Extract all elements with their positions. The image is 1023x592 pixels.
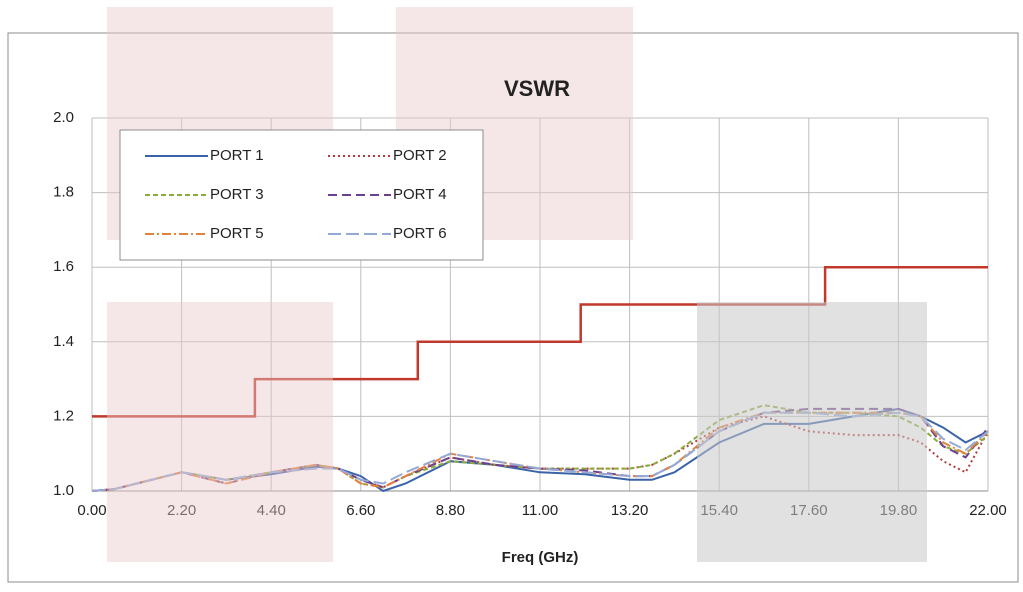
legend-label: PORT 5 (210, 225, 264, 242)
x-tick-label: 4.40 (257, 502, 286, 519)
x-tick-label: 0.00 (77, 502, 106, 519)
y-tick-label: 1.4 (53, 333, 74, 350)
y-tick-label: 1.2 (53, 407, 74, 424)
x-tick-label: 6.60 (346, 502, 375, 519)
highlight (107, 302, 333, 562)
legend-label: PORT 2 (393, 147, 447, 164)
legend-label: PORT 4 (393, 186, 447, 203)
series-line (92, 265, 988, 418)
x-tick-label: 2.20 (167, 502, 196, 519)
x-tick-label: 22.00 (969, 502, 1007, 519)
x-tick-label: 11.00 (522, 502, 558, 519)
y-tick-label: 1.6 (53, 258, 74, 275)
x-axis-label: Freq (GHz) (502, 549, 579, 566)
chart-title: VSWR (504, 76, 570, 101)
x-tick-label: 13.20 (611, 502, 649, 519)
legend-label: PORT 1 (210, 147, 264, 164)
y-tick-label: 1.8 (53, 184, 74, 201)
y-tick-label: 1.0 (53, 482, 74, 499)
x-tick-label: 8.80 (436, 502, 465, 519)
legend: PORT 1 PORT 2 PORT 3 PORT 4 PORT 5 PORT 6 (119, 129, 484, 261)
highlight (697, 302, 927, 562)
series-line (91, 411, 989, 492)
y-tick-label: 2.0 (53, 109, 74, 126)
legend-label: PORT 6 (393, 225, 447, 242)
legend-label: PORT 3 (210, 186, 264, 203)
